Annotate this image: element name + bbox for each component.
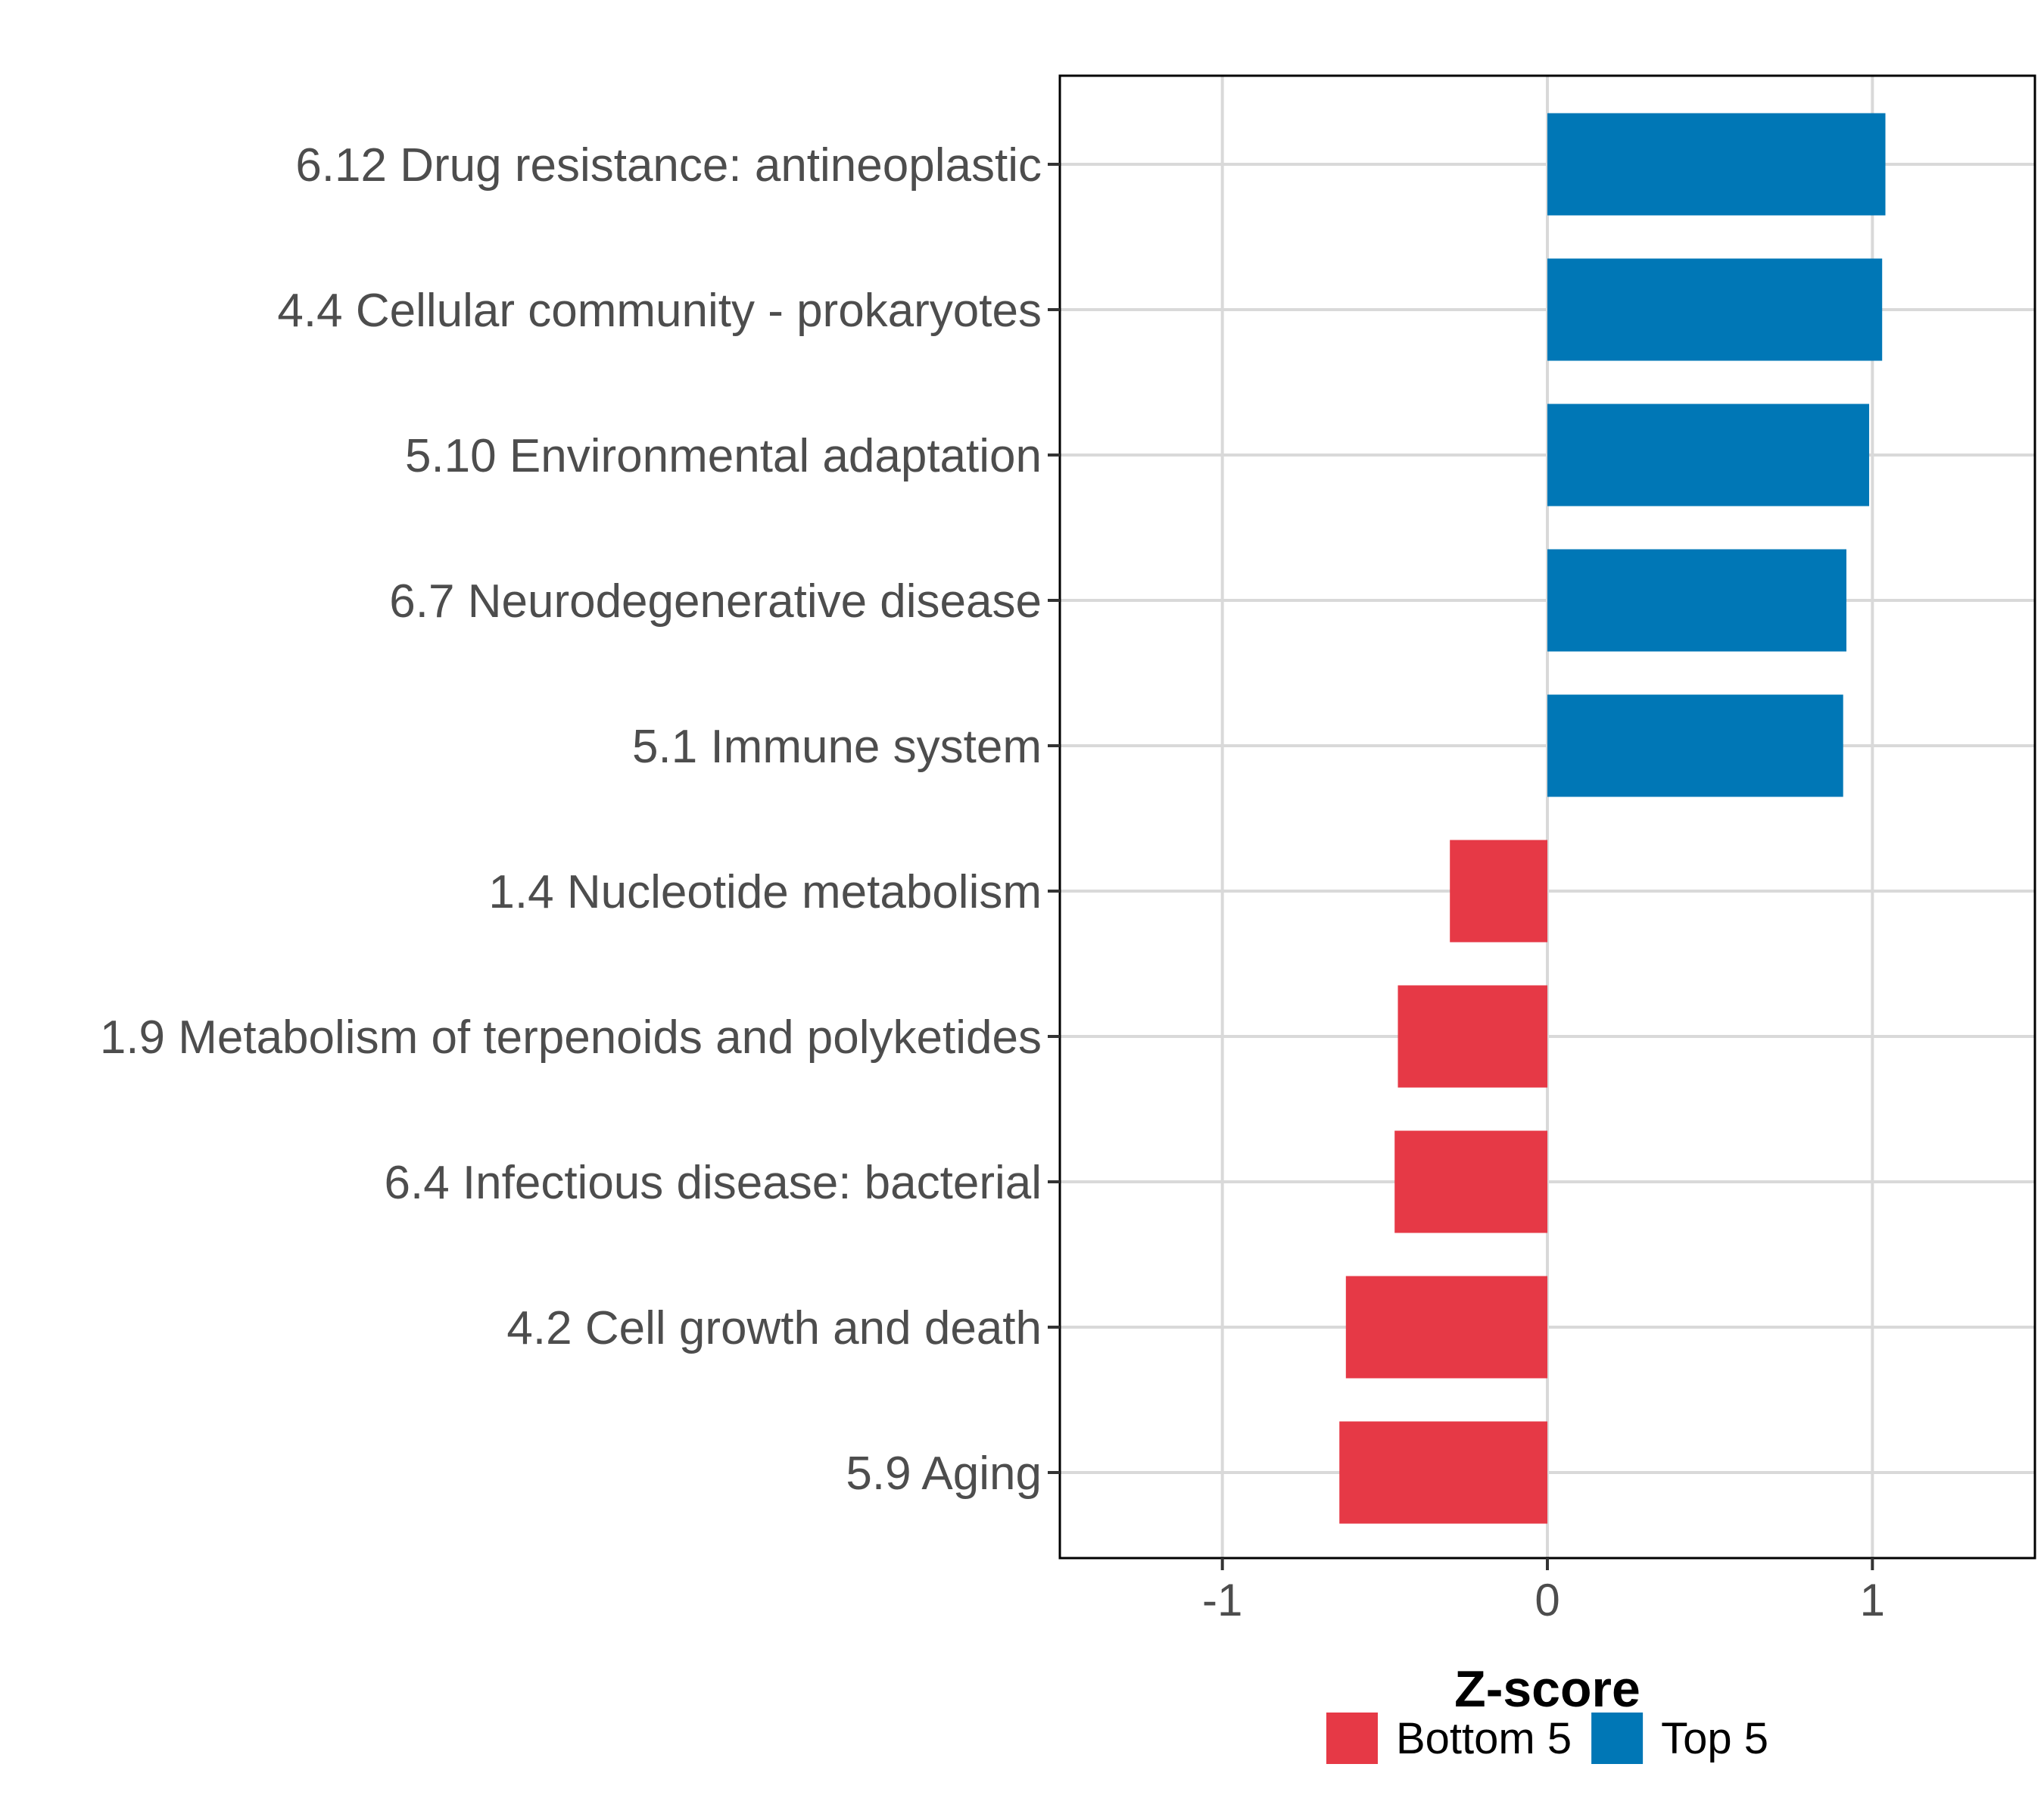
bar: [1547, 694, 1843, 797]
category-label: 5.10 Environmental adaptation: [405, 430, 1042, 482]
x-tick-labels: -1 0 1: [1202, 1575, 1885, 1625]
x-tick-label: -1: [1202, 1575, 1242, 1625]
bar: [1397, 985, 1547, 1088]
bar: [1547, 258, 1883, 361]
category-label: 6.7 Neurodegenerative disease: [389, 575, 1042, 628]
bar: [1450, 840, 1547, 943]
legend-swatch: [1591, 1713, 1644, 1764]
category-label: 6.12 Drug resistance: antineoplastic: [295, 139, 1042, 192]
tick-layer: [1048, 163, 1874, 1570]
category-label: 1.4 Nucleotide metabolism: [488, 866, 1042, 918]
category-label: 5.9 Aging: [846, 1448, 1042, 1500]
bar: [1547, 113, 1886, 216]
bar: [1345, 1276, 1547, 1379]
category-label: 6.4 Infectious disease: bacterial: [384, 1157, 1042, 1209]
bar-layer: [1339, 113, 1886, 1524]
legend-label: Top 5: [1661, 1714, 1768, 1763]
x-tick-label: 0: [1535, 1575, 1559, 1625]
category-label: 5.1 Immune system: [632, 721, 1042, 773]
legend-label: Bottom 5: [1396, 1714, 1572, 1763]
legend-swatch: [1326, 1713, 1378, 1764]
bar: [1394, 1130, 1547, 1233]
bar: [1547, 404, 1870, 506]
x-axis-title: Z-score: [1454, 1660, 1640, 1718]
category-labels: 6.12 Drug resistance: antineoplastic 4.4 …: [100, 139, 1042, 1500]
category-label: 4.4 Cellular community - prokaryotes: [277, 285, 1042, 337]
legend: Bottom 5 Top 5: [1326, 1713, 1768, 1764]
bar: [1547, 549, 1846, 652]
category-label: 4.2 Cell growth and death: [506, 1302, 1042, 1354]
x-tick-label: 1: [1860, 1575, 1885, 1625]
category-label: 1.9 Metabolism of terpenoids and polyket…: [100, 1011, 1042, 1064]
bar: [1339, 1421, 1547, 1524]
